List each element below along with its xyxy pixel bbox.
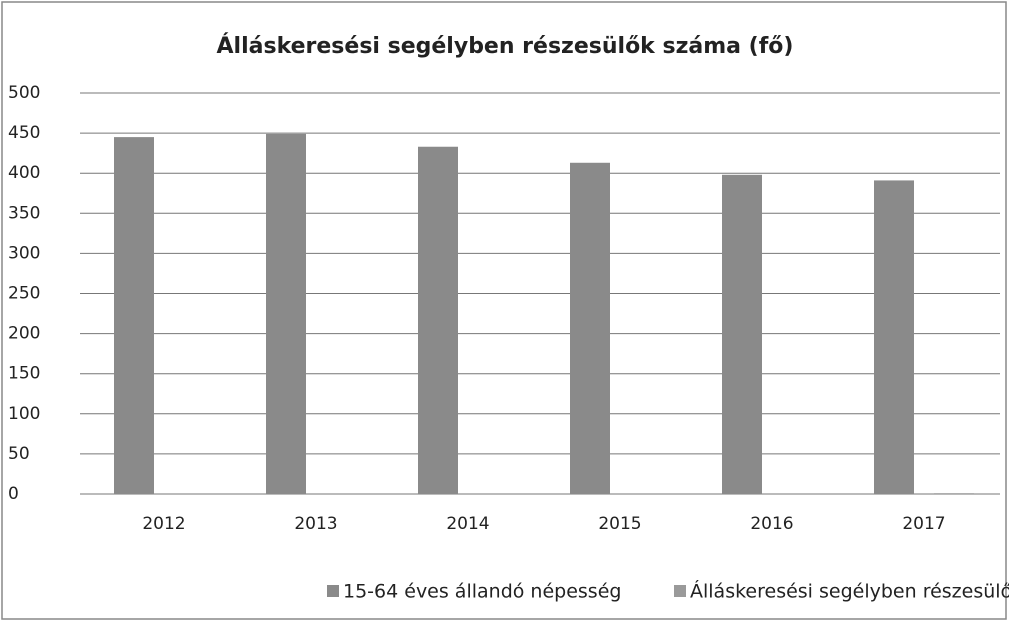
y-tick-label: 50 <box>8 444 30 464</box>
x-tick-label: 2015 <box>598 514 641 534</box>
y-tick-label: 250 <box>8 284 40 304</box>
bar <box>874 180 914 494</box>
y-tick-label: 500 <box>8 83 40 103</box>
bar <box>934 493 974 494</box>
x-tick-label: 2017 <box>902 514 945 534</box>
y-tick-label: 150 <box>8 364 40 384</box>
y-tick-label: 100 <box>8 404 40 424</box>
bar <box>418 146 458 494</box>
legend-swatch <box>327 585 339 597</box>
x-tick-label: 2016 <box>750 514 793 534</box>
y-tick-label: 400 <box>8 163 40 183</box>
legend-label: 15-64 éves állandó népesség <box>343 581 621 603</box>
x-tick-label: 2014 <box>446 514 489 534</box>
chart-title: Álláskeresési segélyben részesülők száma… <box>217 33 794 59</box>
y-tick-label: 350 <box>8 203 40 223</box>
bar <box>570 162 610 495</box>
bar <box>266 133 306 495</box>
legend-swatch <box>674 585 686 597</box>
bar <box>722 174 762 494</box>
x-tick-label: 2012 <box>142 514 185 534</box>
y-tick-label: 450 <box>8 123 40 143</box>
bar <box>114 137 154 495</box>
y-tick-label: 200 <box>8 324 40 344</box>
y-tick-label: 0 <box>8 484 19 504</box>
y-tick-label: 300 <box>8 243 40 263</box>
x-tick-label: 2013 <box>294 514 337 534</box>
legend-label: Álláskeresési segélyben részesülők <box>690 580 1009 603</box>
